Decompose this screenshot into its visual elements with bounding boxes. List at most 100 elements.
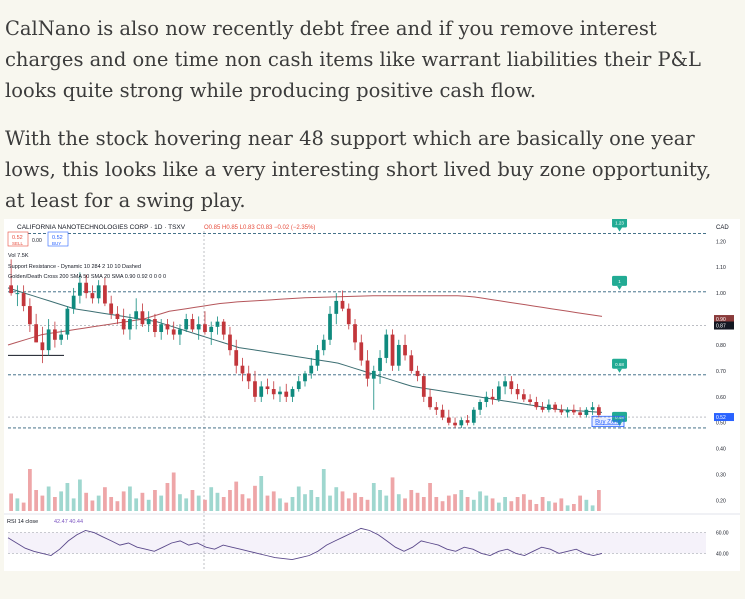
- volume-bar: [171, 472, 176, 511]
- candle-body: [284, 391, 289, 397]
- candle-body: [553, 404, 557, 410]
- candle: [446, 409, 451, 426]
- candle-body: [146, 319, 151, 325]
- sell-label: SELL: [12, 241, 24, 246]
- candle: [146, 311, 151, 332]
- candle-body: [96, 285, 101, 299]
- candle: [309, 357, 314, 379]
- spread-value: 0.00: [32, 238, 42, 244]
- volume-bar: [259, 476, 264, 511]
- candle-body: [78, 282, 82, 296]
- candle: [403, 334, 407, 361]
- candle-body: [246, 373, 251, 382]
- volume-bar: [296, 486, 301, 511]
- candle: [390, 329, 395, 371]
- volume-bar: [546, 501, 551, 511]
- volume-bar: [503, 497, 507, 511]
- price-badge-label: 0.90: [716, 317, 726, 323]
- candle: [178, 324, 182, 345]
- volume-bar: [540, 497, 545, 511]
- volume-bar: [315, 497, 320, 511]
- volume-bar: [40, 495, 45, 511]
- candle: [546, 399, 551, 413]
- volume-bar: [190, 490, 195, 511]
- buy-zone-box[interactable]: Buy Zone: [591, 415, 625, 428]
- candle-body: [103, 285, 107, 304]
- candle: [596, 404, 601, 418]
- candle: [34, 313, 39, 343]
- candle: [428, 389, 432, 410]
- volume-bar: [109, 497, 114, 511]
- price-badge-label: 0.52: [716, 415, 726, 421]
- candle: [128, 313, 132, 340]
- volume-bar: [9, 493, 14, 511]
- candle-body: [578, 412, 582, 415]
- volume-bar: [165, 483, 170, 511]
- candle-body: [390, 334, 395, 366]
- candle: [578, 407, 582, 418]
- level-flag: 1: [612, 275, 628, 290]
- volume-bar: [303, 494, 307, 511]
- candle: [421, 373, 426, 402]
- volume-bar: [321, 469, 326, 511]
- candle: [553, 402, 557, 413]
- volume-bar: [434, 497, 439, 511]
- buy-price: 0.52: [52, 235, 63, 241]
- candle-body: [546, 404, 551, 410]
- volume-bar: [484, 495, 489, 511]
- candle: [253, 370, 257, 402]
- volume-bar: [521, 494, 526, 511]
- candle-body: [584, 409, 589, 415]
- chart-canvas[interactable]: 1.23 1 0.68 0.48Buy Zone 60.00 40.00 1.20 1.1…: [4, 219, 740, 571]
- candle-body: [353, 324, 357, 343]
- candle-body: [490, 396, 495, 400]
- candle-body: [221, 321, 226, 335]
- candle-body: [346, 308, 351, 325]
- candle-body: [159, 324, 164, 332]
- volume-bar: [96, 495, 101, 511]
- article-paragraph: With the stock hovering near 48 support …: [5, 127, 712, 212]
- candle-body: [496, 386, 501, 400]
- rsi-label: RSI 14 close: [7, 519, 38, 525]
- volume-bar: [396, 494, 401, 511]
- candle-body: [115, 313, 120, 320]
- price-tick-label: 0.50: [716, 421, 726, 427]
- volume-bar: [84, 492, 89, 511]
- candle-body: [28, 306, 32, 325]
- candle: [153, 313, 157, 338]
- candle: [90, 285, 95, 304]
- candle: [196, 316, 201, 340]
- volume-bar: [278, 498, 282, 511]
- candle-body: [134, 311, 139, 320]
- candle-body: [53, 329, 57, 340]
- candle: [378, 350, 382, 384]
- level-flag-box: [612, 219, 628, 228]
- volume-bar: [65, 483, 70, 511]
- candle-body: [484, 396, 489, 402]
- candle-body: [290, 389, 295, 397]
- level-flag-label: 0.48: [615, 415, 624, 420]
- volume-bar: [90, 500, 95, 511]
- candle-body: [240, 365, 245, 374]
- volume-bar: [415, 492, 420, 511]
- candle: [271, 381, 276, 400]
- candle: [190, 313, 195, 332]
- candle-body: [9, 285, 14, 294]
- candle-body: [209, 326, 214, 332]
- stock-chart[interactable]: 1.23 1 0.68 0.48Buy Zone 60.00 40.00 1.20 1.1…: [4, 219, 740, 571]
- rsi-line: [7, 527, 603, 561]
- candle-body: [384, 334, 389, 358]
- level-flag-label: 1.23: [615, 220, 624, 225]
- candle-body: [334, 300, 339, 314]
- buy-button[interactable]: 0.52 BUY: [47, 231, 69, 247]
- sell-button[interactable]: 0.52 SELL: [7, 231, 29, 247]
- candle: [540, 402, 545, 413]
- volume-bar: [390, 477, 395, 511]
- candle-body: [121, 319, 126, 330]
- indicator-support-resistance: Support Resistance - Dynamic 10 284 2 10…: [8, 264, 141, 270]
- candle-body: [378, 357, 382, 371]
- candle: [590, 402, 595, 415]
- candle-body: [459, 420, 464, 426]
- volume-bar: [221, 497, 226, 511]
- candle: [471, 407, 476, 426]
